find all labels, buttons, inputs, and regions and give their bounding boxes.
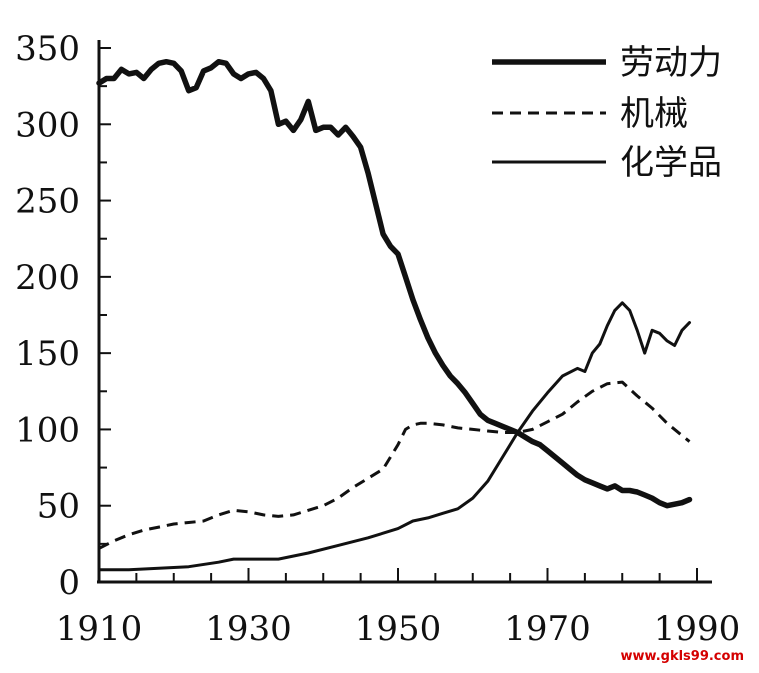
axes — [97, 40, 712, 584]
y-tick-label: 350 — [15, 29, 80, 69]
y-tick-label: 100 — [15, 410, 80, 450]
y-tick-label: 50 — [37, 487, 80, 527]
x-tick-label: 1910 — [56, 609, 143, 649]
x-tick-label: 1950 — [355, 609, 442, 649]
series-line-3 — [97, 301, 691, 572]
series-lines — [96, 58, 693, 572]
y-tick-label: 300 — [15, 105, 80, 145]
series-line-1 — [96, 58, 693, 509]
x-tick-label: 1930 — [205, 609, 292, 649]
x-tick-label: 1970 — [504, 609, 591, 649]
series-line-2 — [98, 380, 691, 550]
watermark: www.gkls99.com — [621, 649, 745, 664]
y-tick-label: 200 — [15, 258, 80, 298]
legend-label-2: 机械 — [620, 94, 688, 134]
legend-label-3: 化学品 — [620, 143, 722, 183]
tick-marks — [98, 47, 698, 583]
y-tick-label: 0 — [58, 563, 80, 603]
legend-label-1: 劳动力 — [620, 43, 722, 83]
tick-labels: 1910 1930 1950 1970 1990 0 50 100 150 200 250 300 35… — [15, 29, 740, 649]
y-tick-label: 150 — [15, 334, 80, 374]
x-tick-label: 1990 — [654, 609, 741, 649]
y-tick-label: 250 — [15, 182, 80, 222]
